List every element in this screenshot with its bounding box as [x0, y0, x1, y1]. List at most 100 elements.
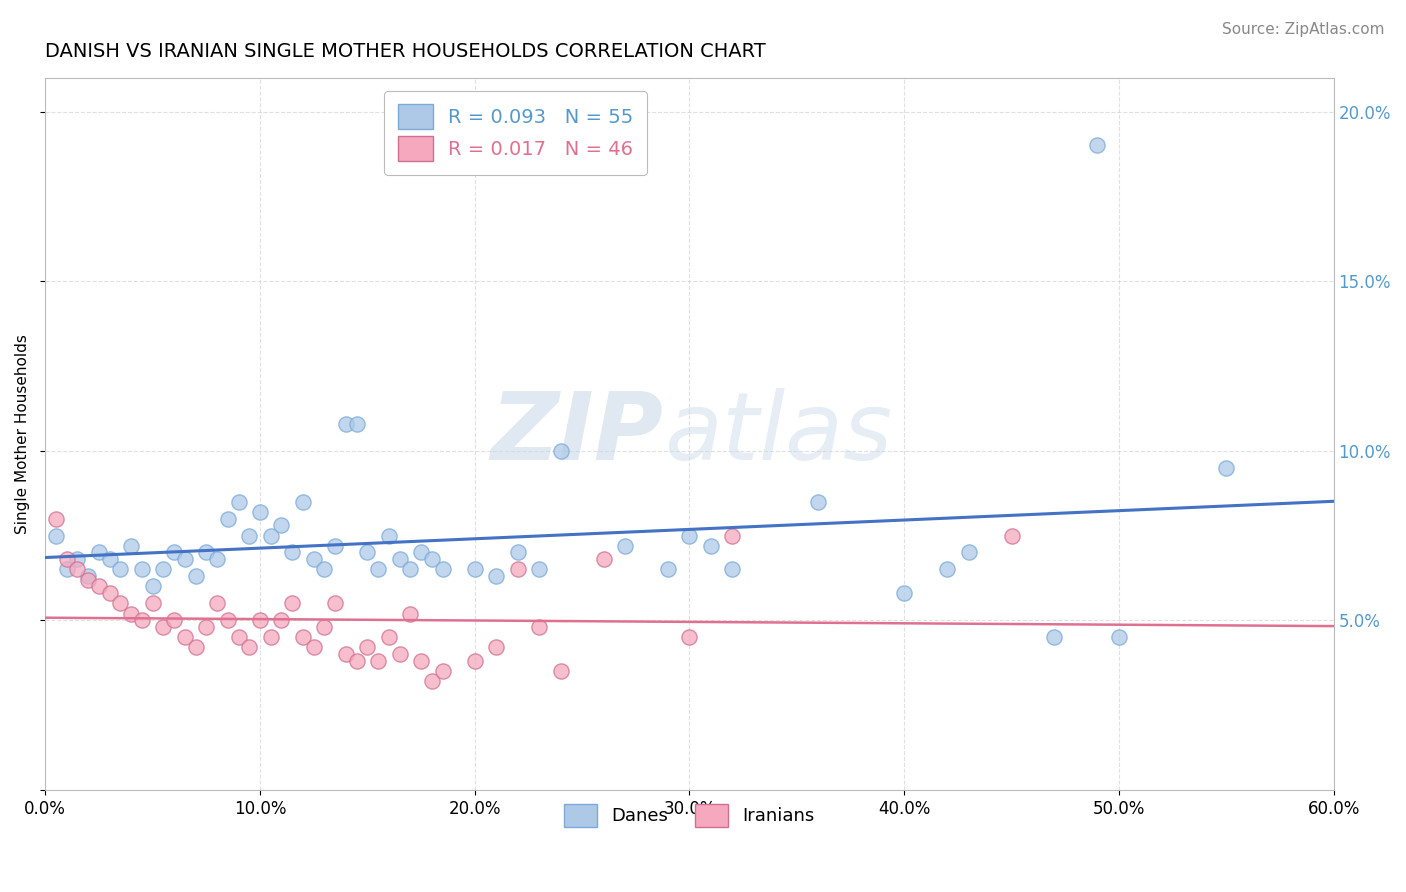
Point	[346, 654, 368, 668]
Point	[228, 630, 250, 644]
Point	[485, 569, 508, 583]
Point	[260, 630, 283, 644]
Point	[614, 539, 637, 553]
Text: atlas: atlas	[664, 388, 891, 479]
Point	[807, 494, 830, 508]
Point	[721, 528, 744, 542]
Point	[291, 630, 314, 644]
Point	[506, 562, 529, 576]
Point	[131, 613, 153, 627]
Point	[1043, 630, 1066, 644]
Point	[346, 417, 368, 431]
Point	[323, 596, 346, 610]
Point	[98, 552, 121, 566]
Text: Source: ZipAtlas.com: Source: ZipAtlas.com	[1222, 22, 1385, 37]
Point	[1215, 460, 1237, 475]
Point	[270, 613, 292, 627]
Point	[110, 562, 132, 576]
Point	[485, 640, 508, 655]
Point	[335, 647, 357, 661]
Point	[432, 664, 454, 678]
Point	[550, 443, 572, 458]
Point	[367, 562, 389, 576]
Legend: Danes, Iranians: Danes, Iranians	[557, 797, 821, 834]
Point	[678, 528, 700, 542]
Point	[1087, 138, 1109, 153]
Point	[249, 613, 271, 627]
Point	[957, 545, 980, 559]
Point	[314, 562, 336, 576]
Point	[184, 640, 207, 655]
Point	[399, 607, 422, 621]
Point	[249, 505, 271, 519]
Point	[432, 562, 454, 576]
Point	[152, 562, 174, 576]
Point	[420, 552, 443, 566]
Point	[388, 647, 411, 661]
Point	[464, 562, 486, 576]
Point	[66, 552, 89, 566]
Point	[87, 545, 110, 559]
Point	[356, 640, 378, 655]
Point	[173, 630, 195, 644]
Point	[77, 573, 100, 587]
Point	[228, 494, 250, 508]
Point	[238, 640, 260, 655]
Point	[700, 539, 723, 553]
Point	[893, 586, 915, 600]
Point	[388, 552, 411, 566]
Point	[120, 607, 142, 621]
Point	[163, 613, 186, 627]
Point	[420, 674, 443, 689]
Point	[399, 562, 422, 576]
Point	[55, 552, 77, 566]
Point	[314, 620, 336, 634]
Point	[302, 552, 325, 566]
Point	[527, 620, 550, 634]
Point	[217, 613, 239, 627]
Point	[506, 545, 529, 559]
Point	[550, 664, 572, 678]
Point	[184, 569, 207, 583]
Point	[281, 596, 304, 610]
Point	[323, 539, 346, 553]
Point	[592, 552, 614, 566]
Point	[195, 620, 218, 634]
Point	[270, 518, 292, 533]
Y-axis label: Single Mother Households: Single Mother Households	[15, 334, 30, 533]
Point	[356, 545, 378, 559]
Point	[260, 528, 283, 542]
Point	[173, 552, 195, 566]
Point	[142, 579, 165, 593]
Point	[87, 579, 110, 593]
Point	[238, 528, 260, 542]
Point	[291, 494, 314, 508]
Point	[1108, 630, 1130, 644]
Point	[98, 586, 121, 600]
Point	[657, 562, 679, 576]
Point	[1000, 528, 1022, 542]
Point	[217, 511, 239, 525]
Point	[205, 596, 228, 610]
Point	[409, 545, 432, 559]
Point	[678, 630, 700, 644]
Point	[409, 654, 432, 668]
Point	[464, 654, 486, 668]
Point	[378, 528, 401, 542]
Text: DANISH VS IRANIAN SINGLE MOTHER HOUSEHOLDS CORRELATION CHART: DANISH VS IRANIAN SINGLE MOTHER HOUSEHOL…	[45, 42, 766, 61]
Point	[152, 620, 174, 634]
Point	[195, 545, 218, 559]
Point	[163, 545, 186, 559]
Point	[66, 562, 89, 576]
Point	[367, 654, 389, 668]
Point	[335, 417, 357, 431]
Point	[45, 511, 67, 525]
Point	[77, 569, 100, 583]
Point	[721, 562, 744, 576]
Point	[378, 630, 401, 644]
Point	[131, 562, 153, 576]
Text: ZIP: ZIP	[491, 388, 664, 480]
Point	[45, 528, 67, 542]
Point	[142, 596, 165, 610]
Point	[281, 545, 304, 559]
